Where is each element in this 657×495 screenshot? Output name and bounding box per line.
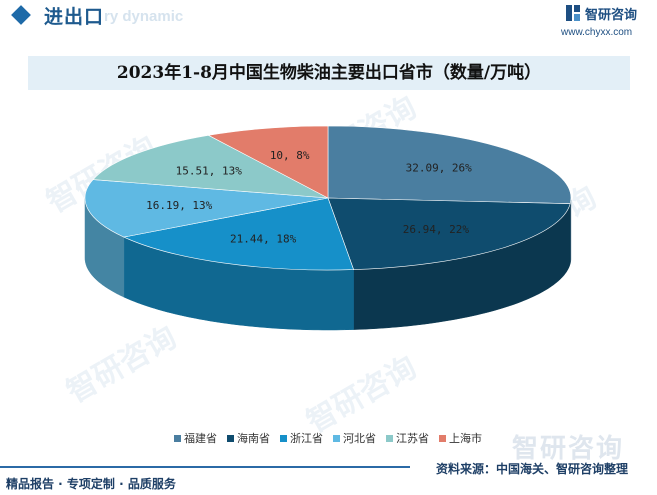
diamond-icon [11, 5, 31, 25]
logo-url: www.chyxx.com [561, 27, 633, 38]
legend-item-上海市: 上海市 [439, 430, 482, 446]
legend-swatch [386, 434, 393, 442]
legend-label: 上海市 [449, 432, 482, 445]
pie-slice-福建省 [327, 125, 572, 205]
pie-chart: 32.09, 26% 26.94, 22% 21.44, 18% 16.19, 13%… [84, 125, 572, 331]
data-label-江苏省: 15.51, 13% [176, 165, 243, 178]
chart-title-bar: 2023年1-8月中国生物柴油主要出口省市（数量/万吨） [28, 56, 630, 90]
section-subtitle: ry dynamic [104, 8, 184, 25]
logo-icon [566, 5, 580, 21]
data-label-浙江省: 21.44, 18% [230, 232, 297, 245]
legend-swatch [333, 434, 340, 442]
legend-item-福建省: 福建省 [174, 430, 217, 446]
data-source: 资料来源：中国海关、智研咨询整理 [436, 462, 629, 476]
legend-label: 海南省 [237, 432, 270, 445]
legend-label: 浙江省 [290, 432, 323, 445]
legend-item-海南省: 海南省 [227, 430, 270, 446]
pie-slice-浙江省 [122, 197, 355, 271]
footer-tagline: 精品报告 · 专项定制 · 品质服务 [6, 477, 176, 491]
pie-slice-上海市 [207, 125, 329, 199]
legend-label: 福建省 [184, 432, 217, 445]
pie-slice-海南省 [327, 197, 571, 270]
header: 进出口 ry dynamic 智研咨询 www.chyxx.com [0, 0, 657, 46]
chart-title: 2023年1-8月中国生物柴油主要出口省市（数量/万吨） [116, 63, 542, 83]
legend-item-浙江省: 浙江省 [280, 430, 323, 446]
legend-swatch [439, 434, 446, 442]
legend-swatch [174, 434, 181, 442]
legend-label: 江苏省 [396, 432, 429, 445]
legend-label: 河北省 [343, 432, 376, 445]
legend-item-江苏省: 江苏省 [386, 430, 429, 446]
pie-slice-江苏省 [92, 134, 329, 199]
watermark-logo: 智研咨询 [512, 434, 625, 464]
logo-text: 智研咨询 [585, 8, 638, 23]
data-label-上海市: 10, 8% [270, 149, 310, 162]
section-title: 进出口 [44, 6, 105, 28]
legend-item-河北省: 河北省 [333, 430, 376, 446]
data-label-河北省: 16.19, 13% [146, 199, 213, 212]
data-label-海南省: 26.94, 22% [403, 223, 470, 236]
legend-swatch [280, 434, 287, 442]
legend: 福建省 海南省 浙江省 河北省 江苏省 上海市 [174, 430, 482, 446]
pie-slice-河北省 [84, 179, 329, 238]
data-label-福建省: 32.09, 26% [406, 162, 473, 175]
legend-swatch [227, 434, 234, 442]
footer-divider [0, 466, 410, 468]
